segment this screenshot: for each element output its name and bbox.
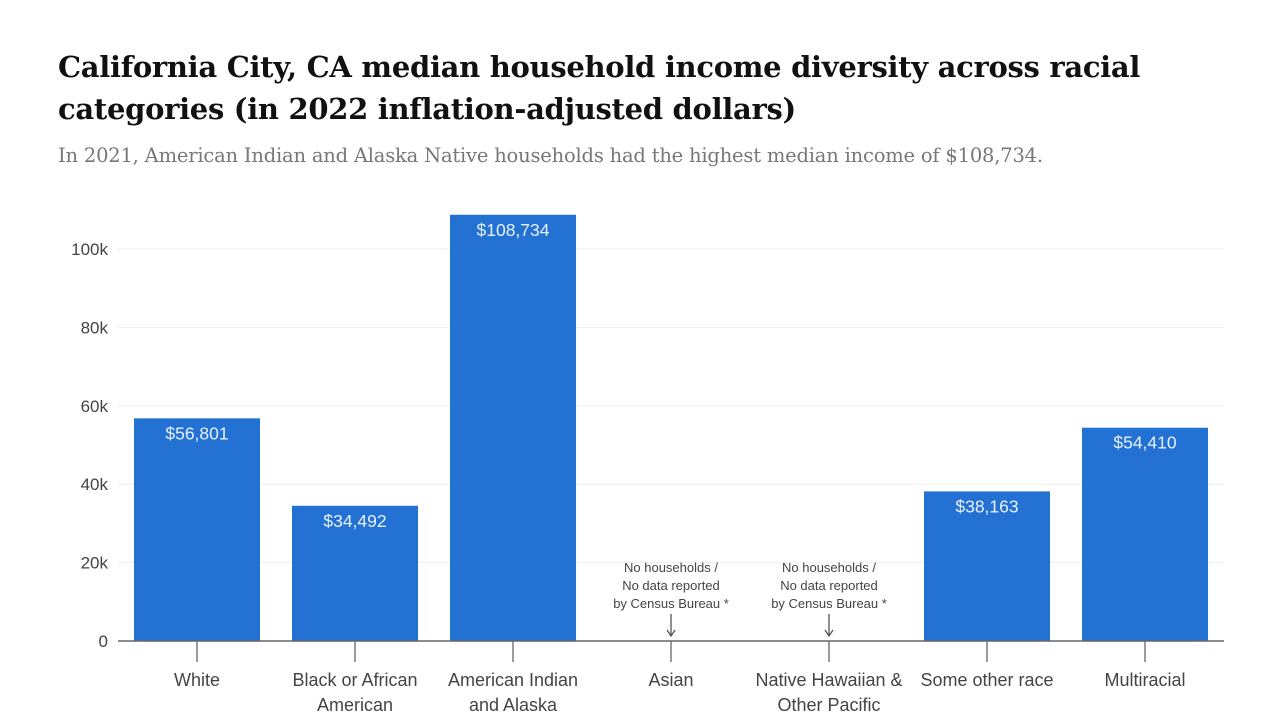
x-category-label: White [174, 670, 220, 690]
missing-data-note: No households / [624, 560, 718, 575]
x-category-label: and Alaska [469, 695, 558, 715]
y-tick-label: 0 [99, 632, 108, 651]
x-category-label: Asian [648, 670, 693, 690]
missing-data-note: No households / [782, 560, 876, 575]
data-label: $34,492 [323, 511, 386, 531]
chart-subtitle: In 2021, American Indian and Alaska Nati… [58, 144, 1043, 167]
bar [450, 214, 576, 641]
y-tick-label: 100k [71, 240, 108, 259]
y-tick-label: 40k [81, 475, 109, 494]
data-label: $54,410 [1113, 433, 1177, 453]
arrow-head-icon [824, 629, 834, 638]
y-tick-label: 20k [81, 554, 109, 573]
missing-data-note: No data reported [622, 578, 720, 593]
x-category-label: Some other race [920, 670, 1053, 690]
bar [1082, 427, 1208, 641]
x-category-label: Native Hawaiian & [755, 670, 902, 690]
bar [292, 505, 418, 641]
x-category-label: American Indian [448, 670, 578, 690]
data-label: $108,734 [477, 220, 550, 240]
y-tick-label: 80k [81, 318, 109, 337]
missing-data-note: by Census Bureau * [771, 596, 887, 611]
x-category-label: American [317, 695, 393, 715]
data-label: $38,163 [955, 496, 1018, 516]
missing-data-note: No data reported [780, 578, 878, 593]
x-category-label: Multiracial [1104, 670, 1185, 690]
bar [924, 491, 1050, 641]
y-tick-label: 60k [81, 397, 109, 416]
x-category-label: Other Pacific [777, 695, 880, 715]
bar [134, 418, 260, 641]
missing-data-note: by Census Bureau * [613, 596, 729, 611]
x-category-label: Black or African [292, 670, 417, 690]
chart-title: California City, CA median household inc… [58, 50, 1141, 126]
data-label: $56,801 [165, 423, 228, 443]
arrow-head-icon [666, 629, 676, 638]
